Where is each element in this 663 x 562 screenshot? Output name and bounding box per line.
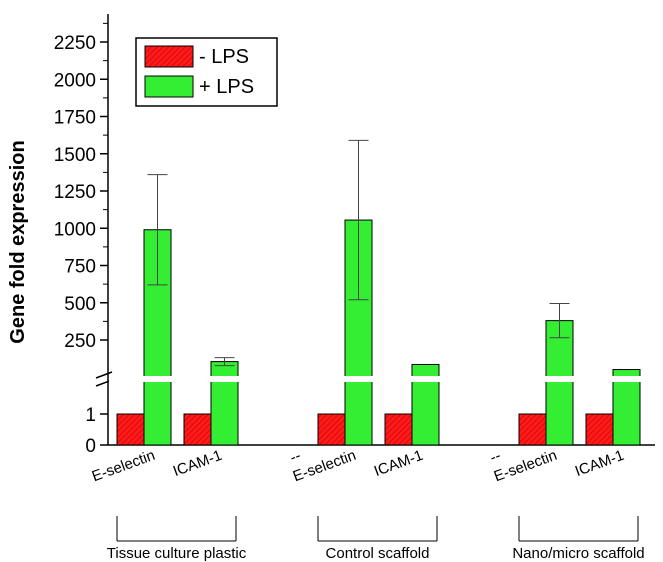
y-tick-label: 1750 bbox=[54, 108, 96, 129]
y-tick-label: 2000 bbox=[54, 70, 96, 91]
bar-minus-lps bbox=[384, 413, 413, 446]
bar-minus-lps bbox=[585, 413, 614, 446]
legend-swatch bbox=[144, 45, 194, 68]
legend-swatch bbox=[144, 75, 194, 98]
axis-break-band bbox=[109, 376, 654, 382]
y-tick-label: 2250 bbox=[54, 33, 96, 54]
separator-mark: -- bbox=[488, 447, 503, 466]
x-tick-label: E-selectin bbox=[90, 447, 158, 486]
y-tick-label: 750 bbox=[64, 257, 96, 278]
bar-minus-lps bbox=[183, 413, 212, 446]
legend-label: + LPS bbox=[199, 76, 254, 98]
x-tick-label: ICAM-1 bbox=[171, 447, 225, 480]
y-tick-label: 1250 bbox=[54, 182, 96, 203]
y-tick-label: 1 bbox=[85, 405, 96, 426]
x-tick-label: ICAM-1 bbox=[372, 447, 426, 480]
separator-mark: -- bbox=[288, 447, 303, 466]
bar-plus-lps bbox=[344, 219, 373, 446]
group-label: Control scaffold bbox=[326, 545, 430, 562]
legend: - LPS + LPS bbox=[135, 37, 278, 107]
legend-label: - LPS bbox=[199, 46, 249, 68]
axis-break-mark bbox=[95, 371, 113, 379]
bar-minus-lps bbox=[116, 413, 145, 446]
y-tick-label: 1500 bbox=[54, 145, 96, 166]
bar-minus-lps bbox=[317, 413, 346, 446]
x-tick-label: E-selectin bbox=[291, 447, 359, 486]
y-axis-title: Gene fold expression bbox=[7, 140, 29, 343]
bar-plus-lps bbox=[612, 369, 641, 446]
x-tick-label: ICAM-1 bbox=[573, 447, 627, 480]
y-tick-label: 250 bbox=[64, 331, 96, 352]
group-label: Tissue culture plastic bbox=[107, 545, 247, 562]
y-tick-label: 500 bbox=[64, 294, 96, 315]
y-tick-label: 1000 bbox=[54, 219, 96, 240]
y-tick-label: 0 bbox=[85, 436, 96, 457]
bar-minus-lps bbox=[518, 413, 547, 446]
group-label: Nano/micro scaffold bbox=[512, 545, 644, 562]
x-tick-label: E-selectin bbox=[492, 447, 560, 486]
bar-plus-lps bbox=[545, 320, 574, 446]
bar-plus-lps bbox=[210, 361, 239, 446]
